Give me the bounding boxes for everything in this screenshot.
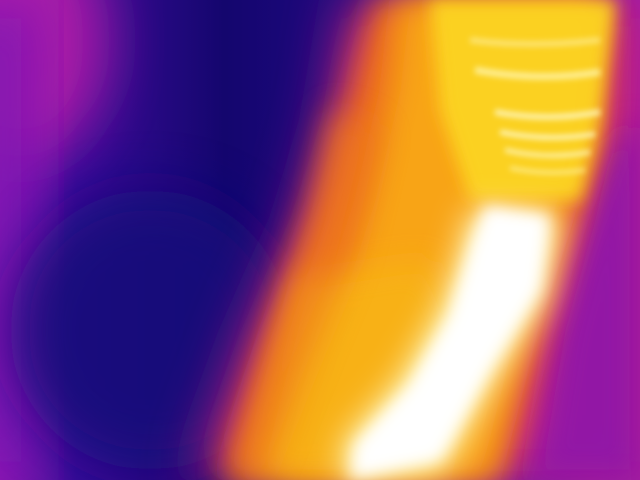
object-upper-yellow-band — [430, 0, 615, 200]
ridge-highlights — [469, 37, 601, 175]
hottest-stripe — [350, 205, 550, 480]
lower-left-shadow — [10, 190, 290, 470]
object-left-shading — [225, 110, 380, 480]
right-side-cool-region — [530, 120, 640, 480]
